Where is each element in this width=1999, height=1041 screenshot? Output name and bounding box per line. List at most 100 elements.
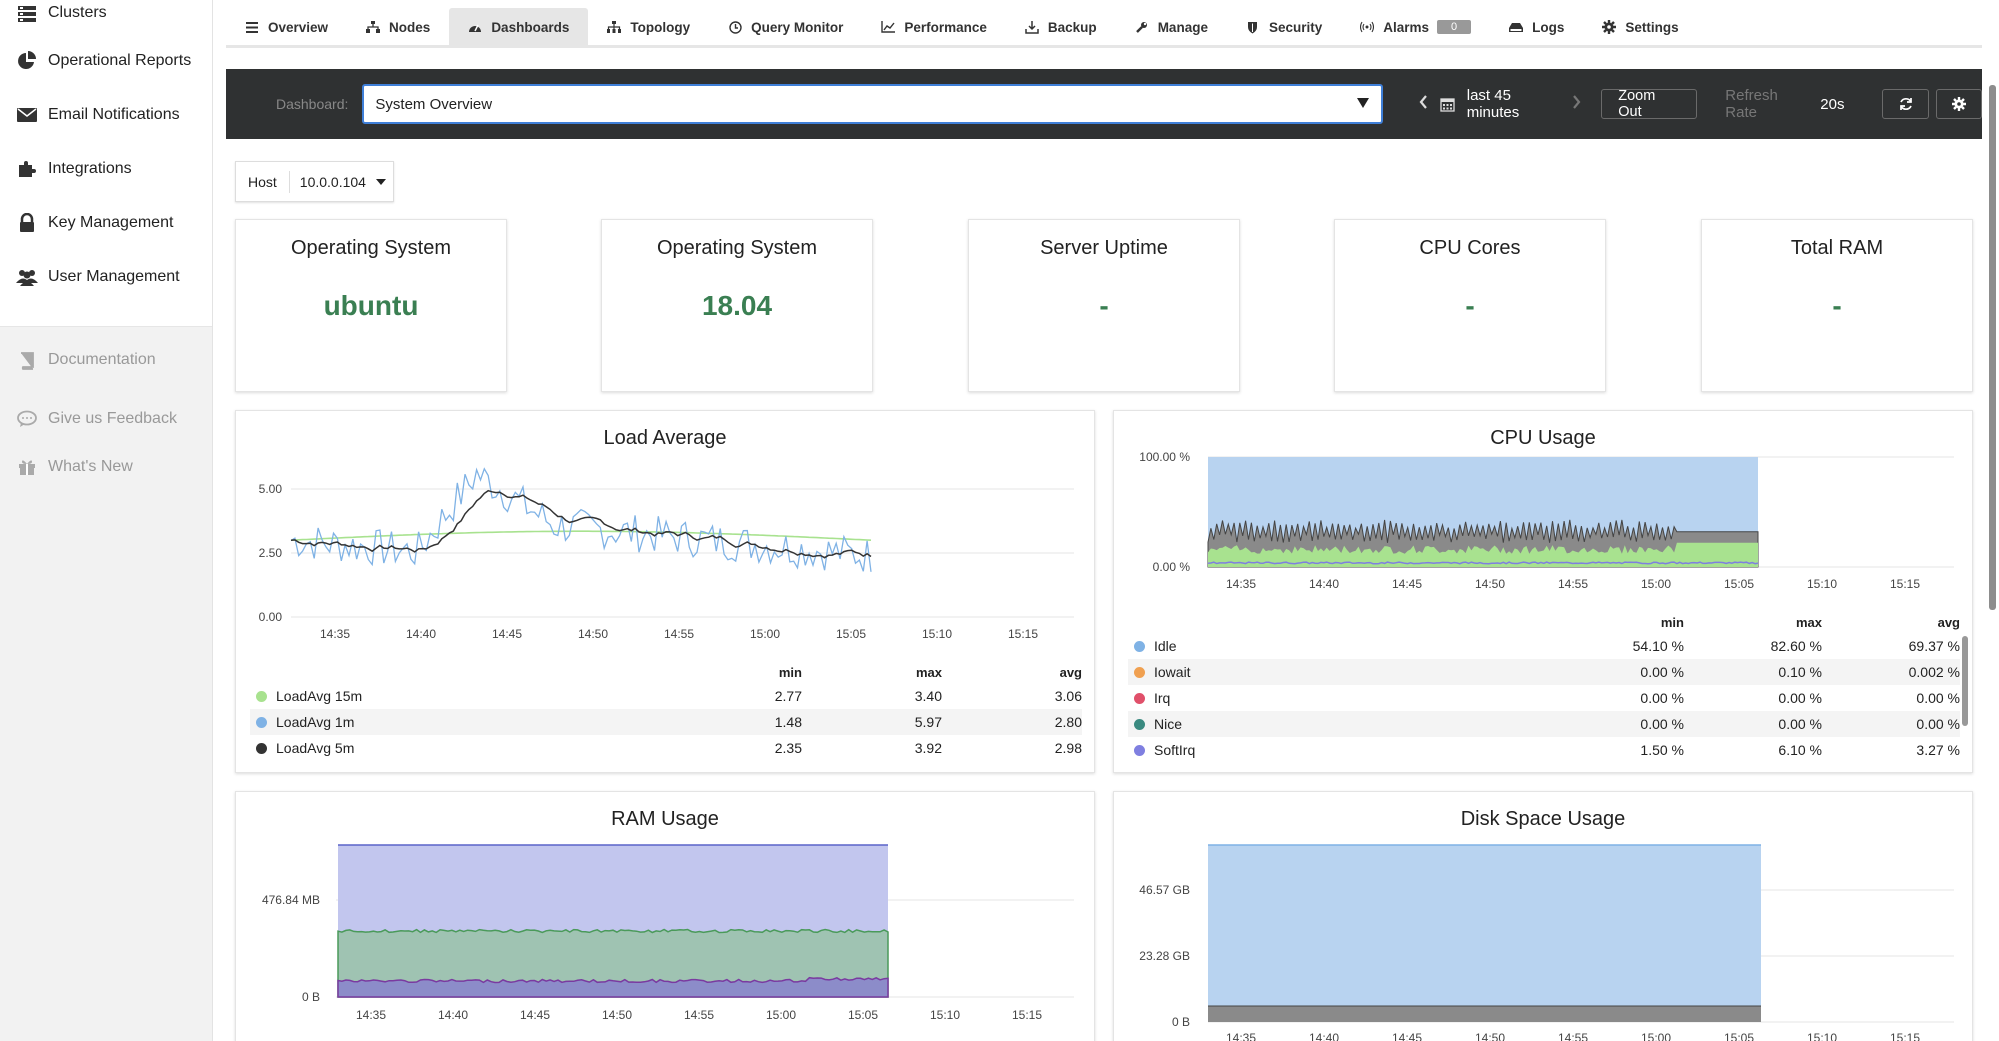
legend-row[interactable]: Nice 0.00 % 0.00 % 0.00 %: [1128, 711, 1960, 737]
legend-dot: [1134, 693, 1145, 704]
legend-row[interactable]: Idle 54.10 % 82.60 % 69.37 %: [1128, 633, 1960, 659]
legend-row[interactable]: SoftIrq 1.50 % 6.10 % 3.27 %: [1128, 737, 1960, 763]
list-icon: [245, 20, 259, 34]
tab-label: Dashboards: [491, 19, 570, 35]
dashboard-settings-button[interactable]: [1935, 89, 1982, 119]
time-range-value[interactable]: last 45 minutes: [1466, 87, 1520, 121]
x-tick: 14:40: [438, 1008, 468, 1022]
legend-min: 2.77: [774, 688, 802, 704]
legend-label: LoadAvg 1m: [276, 714, 355, 730]
host-select[interactable]: Host 10.0.0.104: [235, 161, 394, 202]
stat-value: -: [1099, 290, 1109, 321]
chart-title: CPU Usage: [1490, 427, 1596, 449]
legend-scrollbar[interactable]: [1962, 636, 1968, 726]
load-average-chart[interactable]: 5.00 2.50 0.00 14:35 14:40 14:45 14:50 1…: [236, 411, 1096, 661]
legend-row[interactable]: Iowait 0.00 % 0.10 % 0.002 %: [1128, 659, 1960, 685]
disk-space-chart[interactable]: 46.57 GB 23.28 GB 0 B 14:35 14:40 14:45 …: [1114, 792, 1974, 1041]
refresh-icon: [1899, 97, 1913, 111]
legend-row[interactable]: LoadAvg 5m 2.35 3.92 2.98: [250, 735, 1082, 761]
tab-nodes[interactable]: Nodes: [347, 8, 449, 46]
tab-backup[interactable]: Backup: [1006, 8, 1116, 46]
legend-row[interactable]: LoadAvg 1m 1.48 5.97 2.80: [250, 709, 1082, 735]
dashboard-label: Dashboard:: [276, 96, 349, 112]
sidebar-item-operational-reports[interactable]: Operational Reports: [0, 34, 212, 88]
tab-label: Backup: [1047, 19, 1097, 35]
x-tick: 15:10: [930, 1008, 960, 1022]
tab-topology[interactable]: Topology: [588, 8, 709, 46]
sidebar-item-user-management[interactable]: User Management: [0, 250, 212, 304]
dashboard-select[interactable]: System Overview: [362, 84, 1383, 124]
tab-label: Overview: [268, 19, 329, 35]
x-tick: 14:50: [1475, 1031, 1505, 1041]
legend-row[interactable]: Irq 0.00 % 0.00 % 0.00 %: [1128, 685, 1960, 711]
ram-usage-chart[interactable]: 476.84 MB 0 B 14:35 14:40 14:45 14:50 14…: [236, 792, 1096, 1041]
legend-avg: 0.00 %: [1916, 690, 1960, 706]
refresh-rate-value[interactable]: 20s: [1820, 95, 1845, 113]
sidebar-item-label: Documentation: [48, 351, 156, 368]
download-icon: [1025, 20, 1039, 34]
puzzle-icon: [16, 159, 38, 179]
x-tick: 15:00: [1641, 1031, 1671, 1041]
sidebar-item-email-notifications[interactable]: Email Notifications: [0, 88, 212, 142]
sidebar-item-feedback[interactable]: Give us Feedback: [0, 395, 212, 443]
refresh-button[interactable]: [1882, 89, 1929, 119]
sidebar-item-clusters[interactable]: Clusters: [0, 0, 212, 34]
legend-min: 54.10 %: [1632, 638, 1684, 654]
x-tick: 14:45: [1392, 1031, 1422, 1041]
page-scrollbar[interactable]: [1989, 85, 1996, 610]
legend-label: Nice: [1154, 716, 1183, 732]
tab-query-monitor[interactable]: Query Monitor: [709, 8, 862, 46]
series-loadavg-15m: [290, 530, 872, 541]
x-tick: 15:00: [1641, 577, 1671, 591]
legend-avg: 69.37 %: [1908, 638, 1960, 654]
tab-dashboards[interactable]: Dashboards: [449, 8, 589, 46]
col-min: min: [1660, 614, 1684, 630]
series-softirq: [1207, 561, 1759, 565]
caret-down-icon: [1356, 98, 1369, 108]
zoom-out-button[interactable]: Zoom Out: [1601, 88, 1698, 120]
tab-performance[interactable]: Performance: [862, 8, 1006, 46]
x-tick: 15:10: [1807, 1031, 1837, 1041]
stat-title: Operating System: [656, 237, 818, 259]
legend-min: 2.35: [774, 740, 802, 756]
legend-min: 1.48: [692, 709, 802, 735]
legend-min: 1.50 %: [1640, 742, 1684, 758]
tab-logs[interactable]: Logs: [1490, 8, 1583, 46]
tab-label: Topology: [630, 19, 691, 35]
tab-manage[interactable]: Manage: [1116, 8, 1227, 46]
col-avg: avg: [1059, 664, 1082, 680]
tab-settings[interactable]: Settings: [1583, 8, 1697, 46]
tab-overview[interactable]: Overview: [226, 8, 347, 46]
sidebar-item-key-management[interactable]: Key Management: [0, 196, 212, 250]
chevron-right-icon[interactable]: [1572, 94, 1581, 114]
x-tick: 14:55: [1558, 1031, 1588, 1041]
y-tick: 100.00 %: [1139, 450, 1190, 464]
x-tick: 15:15: [1890, 1031, 1920, 1041]
alarm-count-badge: 0: [1437, 20, 1472, 34]
legend-min: 0.00 %: [1640, 690, 1684, 706]
legend-max: 82.60 %: [1770, 638, 1822, 654]
stat-card-os-name: Operating System ubuntu: [235, 219, 507, 392]
dashboard-select-value: System Overview: [375, 95, 493, 113]
cpu-usage-chart[interactable]: 100.00 % 0.00 % 14:35 14:40 14:45 14:50 …: [1114, 411, 1974, 616]
x-tick: 15:00: [750, 627, 780, 641]
shield-icon: [1246, 20, 1260, 34]
sidebar-item-label: User Management: [48, 268, 180, 285]
sidebar-item-integrations[interactable]: Integrations: [0, 142, 212, 196]
legend-dot: [1134, 719, 1145, 730]
sidebar-item-whats-new[interactable]: What's New: [0, 443, 212, 491]
tab-security[interactable]: Security: [1227, 8, 1341, 46]
nodes-icon: [366, 20, 381, 34]
chevron-left-icon[interactable]: [1419, 94, 1428, 114]
sidebar-item-documentation[interactable]: Documentation: [0, 347, 212, 395]
line-chart-icon: [881, 20, 896, 34]
chart-title: Disk Space Usage: [1460, 808, 1626, 830]
tab-alarms[interactable]: Alarms 0: [1341, 8, 1490, 46]
calendar-icon[interactable]: [1440, 97, 1455, 112]
legend-row[interactable]: LoadAvg 15m 2.77 3.40 3.06: [250, 683, 1082, 709]
chart-title: Load Average: [603, 427, 727, 449]
sidebar-secondary: Documentation Give us Feedback What's Ne…: [0, 326, 212, 1041]
x-tick: 15:05: [848, 1008, 878, 1022]
y-tick: 476.84 MB: [262, 893, 320, 907]
legend-avg: 3.06: [1054, 688, 1082, 704]
